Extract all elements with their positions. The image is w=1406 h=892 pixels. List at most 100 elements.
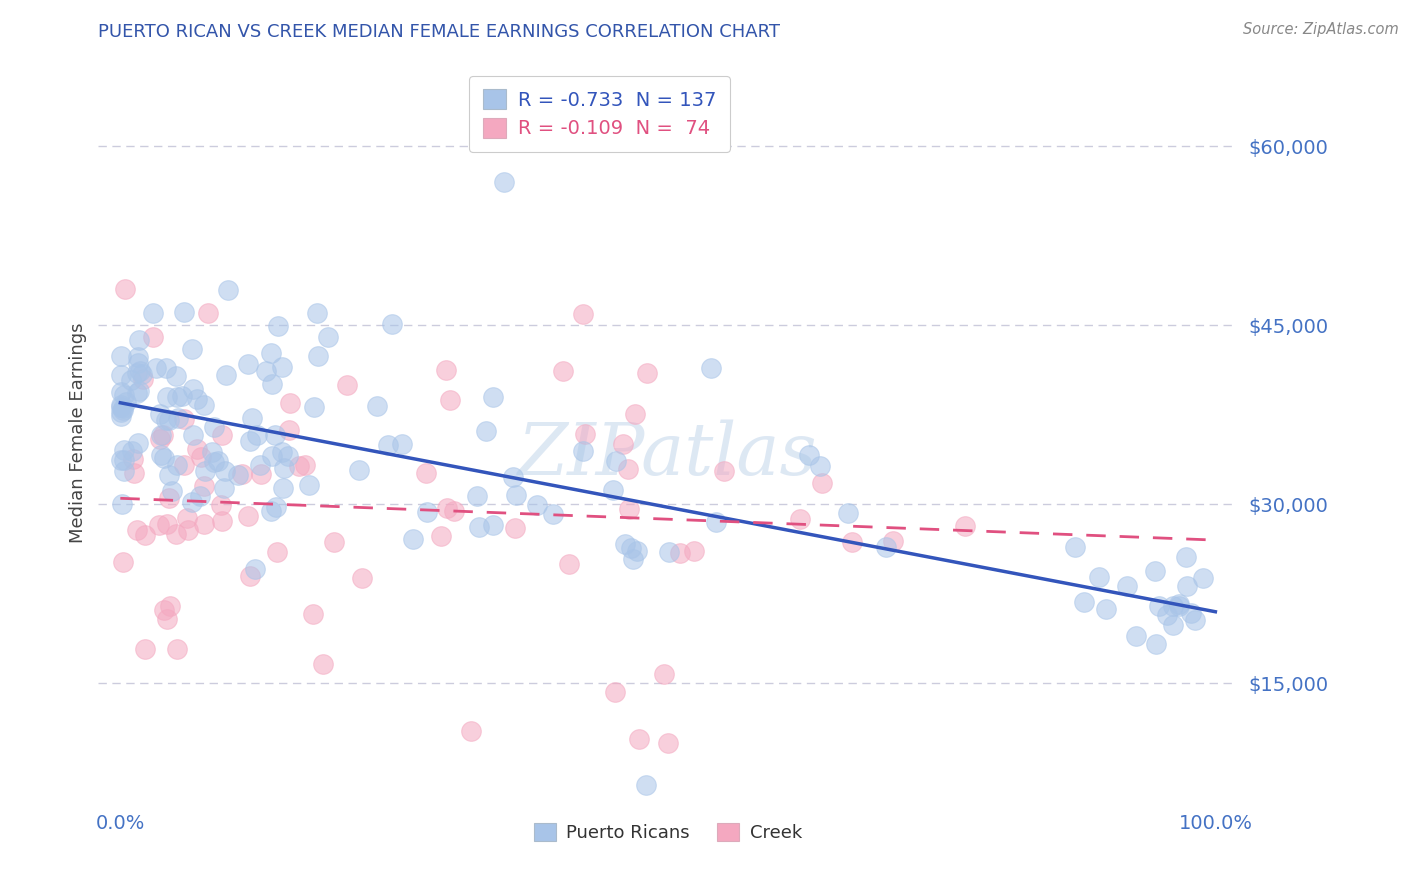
Point (789, 512, 811, 526)
Point (193, 478, 215, 492)
Point (173, 305, 195, 319)
Point (468, 519, 491, 533)
Point (1063, 540, 1085, 554)
Point (572, 444, 595, 458)
Point (186, 442, 208, 457)
Point (166, 641, 188, 656)
Point (612, 437, 634, 451)
Point (602, 483, 624, 498)
Point (347, 462, 370, 476)
Point (202, 455, 225, 469)
Point (415, 466, 437, 480)
Point (475, 424, 498, 438)
Point (1175, 579, 1198, 593)
Point (134, 641, 156, 656)
Point (153, 603, 176, 617)
Point (148, 517, 170, 532)
Point (1174, 549, 1197, 564)
Point (127, 356, 149, 370)
Point (166, 411, 188, 425)
Point (131, 367, 153, 381)
Point (492, 175, 515, 189)
Point (280, 396, 302, 410)
Point (439, 392, 461, 407)
Point (416, 505, 439, 519)
Point (132, 372, 155, 386)
Point (125, 385, 148, 400)
Point (181, 382, 204, 396)
Point (617, 462, 640, 476)
Point (267, 319, 290, 334)
Point (157, 491, 180, 505)
Point (318, 330, 340, 344)
Point (571, 307, 593, 321)
Point (636, 366, 658, 380)
Point (217, 283, 239, 297)
Point (278, 423, 301, 437)
Point (669, 546, 692, 560)
Point (176, 524, 198, 538)
Point (150, 448, 173, 462)
Point (481, 390, 503, 404)
Point (110, 398, 132, 412)
Point (430, 528, 453, 542)
Point (626, 544, 648, 558)
Point (336, 378, 359, 392)
Point (145, 360, 167, 375)
Point (149, 432, 172, 446)
Legend: Puerto Ricans, Creek: Puerto Ricans, Creek (527, 815, 808, 849)
Point (157, 413, 180, 427)
Point (215, 368, 238, 383)
Point (239, 568, 262, 582)
Point (209, 498, 232, 512)
Point (142, 306, 165, 320)
Point (460, 724, 482, 739)
Point (605, 454, 627, 468)
Point (254, 363, 277, 377)
Point (620, 541, 643, 555)
Point (128, 364, 150, 378)
Point (110, 409, 132, 423)
Point (1163, 599, 1185, 613)
Point (541, 508, 564, 522)
Point (713, 464, 735, 478)
Point (155, 360, 177, 375)
Point (173, 458, 195, 473)
Point (1115, 579, 1137, 593)
Point (159, 599, 181, 614)
Point (160, 484, 183, 499)
Point (180, 495, 202, 509)
Point (127, 350, 149, 364)
Point (236, 508, 259, 523)
Point (271, 481, 294, 495)
Point (301, 607, 323, 621)
Point (841, 534, 863, 549)
Point (1184, 613, 1206, 627)
Point (193, 398, 215, 412)
Point (112, 443, 135, 458)
Point (1073, 594, 1095, 608)
Point (122, 451, 145, 466)
Point (110, 453, 132, 467)
Point (149, 407, 172, 421)
Point (797, 449, 820, 463)
Text: Source: ZipAtlas.com: Source: ZipAtlas.com (1243, 22, 1399, 37)
Point (142, 330, 165, 344)
Text: ZIPatlas: ZIPatlas (517, 419, 818, 490)
Point (165, 368, 187, 383)
Point (176, 511, 198, 525)
Point (239, 434, 262, 448)
Point (621, 552, 644, 566)
Point (150, 427, 173, 442)
Point (882, 533, 904, 548)
Point (505, 488, 527, 502)
Point (1125, 629, 1147, 643)
Point (266, 545, 288, 559)
Point (307, 349, 329, 363)
Point (273, 461, 295, 475)
Point (613, 537, 636, 551)
Point (114, 282, 136, 296)
Point (1156, 607, 1178, 622)
Point (181, 428, 204, 442)
Point (294, 458, 316, 473)
